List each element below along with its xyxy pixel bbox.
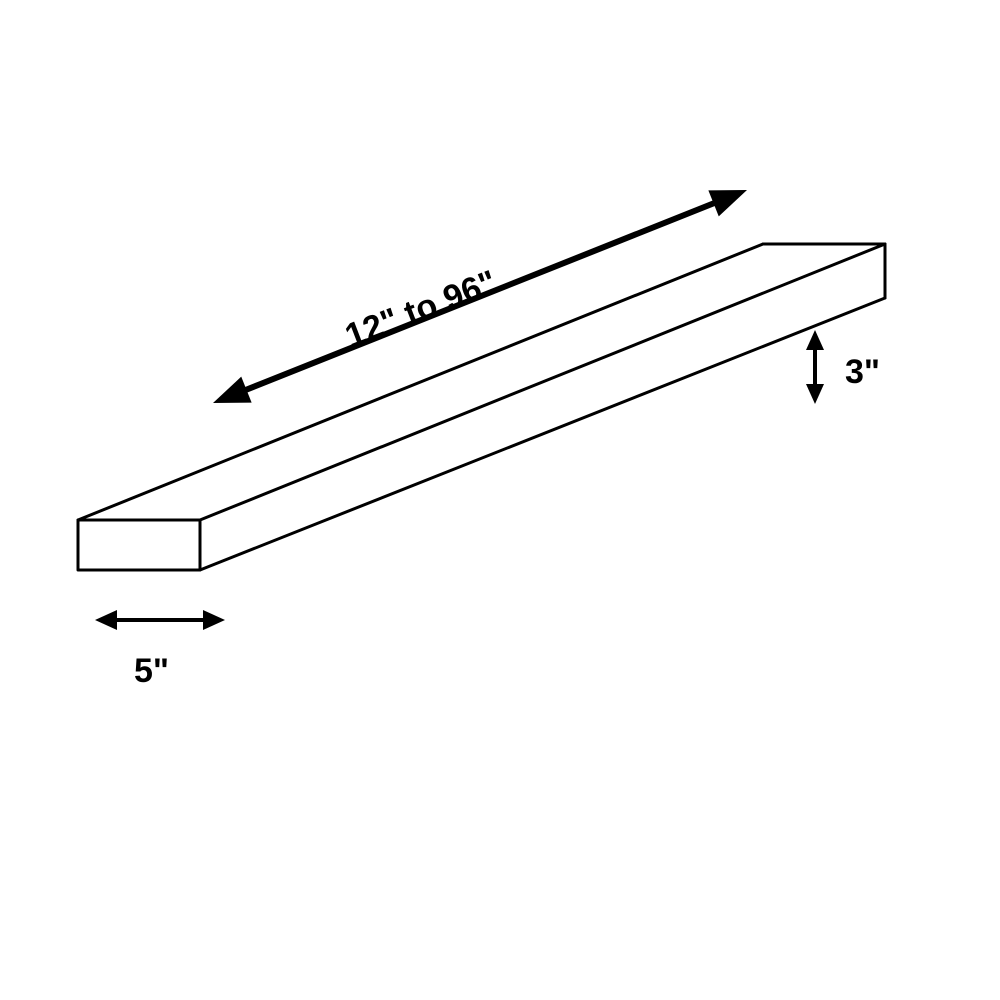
width-dimension-label: 5"	[134, 652, 169, 691]
beam-diagram	[0, 0, 1000, 1000]
height-dimension-label: 3"	[845, 353, 880, 392]
